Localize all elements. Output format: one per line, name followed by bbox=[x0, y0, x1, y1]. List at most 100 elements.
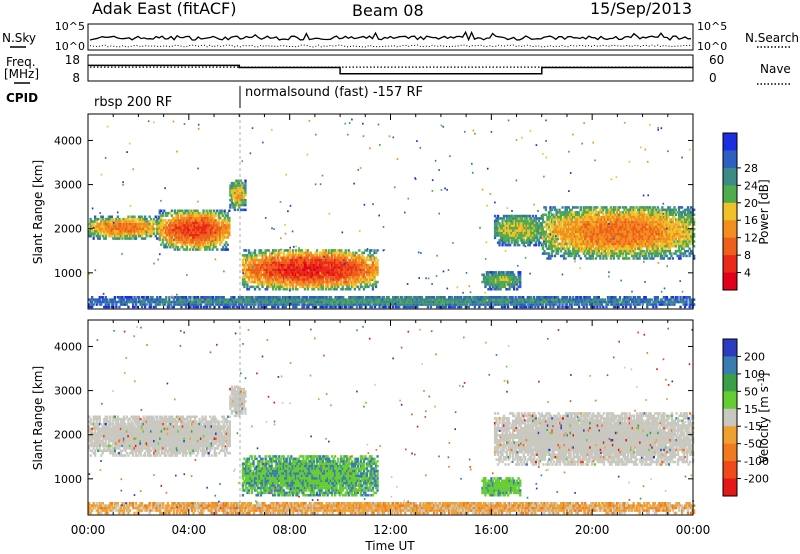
echo-cell bbox=[371, 283, 375, 286]
echo-cell bbox=[596, 206, 599, 209]
echo-cell bbox=[365, 258, 369, 262]
echo-cell bbox=[355, 273, 358, 276]
echo-cell bbox=[94, 215, 97, 218]
echo-cell bbox=[166, 214, 169, 217]
echo-cell bbox=[175, 236, 178, 239]
echo-cell bbox=[497, 271, 501, 274]
echo-cell bbox=[202, 245, 205, 249]
echo-cell bbox=[376, 263, 379, 267]
echo-cell bbox=[267, 280, 270, 284]
echo-cell bbox=[166, 211, 169, 215]
echo-cell bbox=[312, 278, 316, 281]
echo-cell bbox=[573, 218, 576, 221]
echo-cell bbox=[217, 219, 220, 222]
echo-cell bbox=[552, 215, 555, 219]
echo-cell bbox=[527, 231, 530, 235]
echo-cell bbox=[544, 242, 548, 246]
echo-cell bbox=[335, 275, 338, 279]
echo-cell bbox=[575, 235, 578, 238]
echo-cell bbox=[337, 278, 340, 281]
echo-cell bbox=[208, 219, 211, 222]
echo-cell bbox=[355, 275, 358, 279]
echo-cell bbox=[291, 285, 294, 289]
echo-cell bbox=[362, 273, 366, 276]
echo-cell bbox=[550, 208, 554, 212]
echo-cell bbox=[276, 280, 279, 284]
echo-cell bbox=[564, 232, 567, 236]
echo-cell bbox=[361, 258, 364, 262]
echo-cell bbox=[314, 256, 317, 259]
echo-cell bbox=[576, 206, 579, 209]
echo-cell bbox=[343, 278, 346, 281]
echo-cell bbox=[133, 225, 136, 228]
echo-cell bbox=[150, 234, 153, 238]
echo-cell bbox=[376, 261, 379, 264]
echo-cell bbox=[561, 206, 564, 209]
echo-cell bbox=[243, 275, 246, 279]
echo-cell bbox=[293, 266, 296, 269]
echo-cell bbox=[323, 280, 326, 284]
echo-cell bbox=[359, 271, 362, 274]
echo-cell bbox=[525, 229, 528, 232]
echo-cell bbox=[214, 219, 217, 222]
echo-cell bbox=[558, 242, 561, 246]
echo-cell bbox=[359, 266, 362, 269]
echo-cell bbox=[556, 237, 560, 241]
echo-cell bbox=[264, 268, 267, 272]
echo-cell bbox=[279, 256, 282, 259]
echo-cell bbox=[688, 254, 691, 258]
echo-cell bbox=[320, 275, 323, 279]
echo-cell bbox=[517, 278, 520, 281]
echo-cell bbox=[217, 211, 220, 215]
echo-cell bbox=[184, 238, 187, 242]
echo-cell bbox=[262, 280, 266, 284]
echo-cell bbox=[140, 234, 144, 238]
echo-cell bbox=[562, 245, 566, 248]
echo-cell bbox=[488, 278, 492, 281]
echo-cell bbox=[553, 220, 557, 224]
echo-cell bbox=[194, 214, 198, 217]
echo-cell bbox=[230, 194, 233, 197]
echo-cell bbox=[309, 278, 313, 281]
echo-cell bbox=[273, 261, 276, 264]
echo-cell bbox=[249, 268, 252, 272]
echo-cell bbox=[553, 235, 557, 238]
echo-cell bbox=[193, 245, 196, 249]
echo-cell bbox=[340, 278, 343, 281]
echo-cell bbox=[665, 218, 669, 221]
echo-cell bbox=[187, 236, 190, 239]
echo-cell bbox=[530, 231, 533, 235]
echo-cell bbox=[270, 275, 273, 279]
echo-cell bbox=[518, 236, 521, 240]
echo-cell bbox=[222, 219, 225, 222]
echo-cell bbox=[562, 247, 566, 250]
echo-cell bbox=[537, 243, 540, 247]
echo-cell bbox=[332, 249, 335, 252]
echo-cell bbox=[255, 275, 258, 279]
echo-cell bbox=[196, 211, 199, 215]
echo-cell bbox=[219, 209, 222, 212]
echo-cell bbox=[493, 226, 497, 230]
echo-cell bbox=[179, 236, 183, 239]
echo-cell bbox=[163, 226, 166, 229]
echo-cell bbox=[315, 256, 319, 259]
echo-cell bbox=[373, 266, 376, 269]
echo-cell bbox=[244, 203, 247, 207]
echo-cell bbox=[300, 251, 304, 255]
echo-cell bbox=[160, 233, 163, 237]
echo-cell bbox=[505, 273, 508, 276]
echo-cell bbox=[273, 249, 276, 252]
echo-cell bbox=[499, 288, 502, 291]
echo-cell bbox=[359, 256, 362, 259]
echo-cell bbox=[278, 273, 281, 276]
echo-cell bbox=[242, 198, 246, 202]
echo-cell bbox=[200, 241, 204, 244]
echo-cell bbox=[578, 247, 581, 250]
echo-cell bbox=[355, 271, 358, 274]
echo-cell bbox=[109, 220, 112, 223]
echo-cell bbox=[578, 237, 581, 241]
echo-cell bbox=[332, 280, 335, 284]
echo-cell bbox=[103, 232, 106, 235]
echo-cell bbox=[326, 251, 329, 255]
